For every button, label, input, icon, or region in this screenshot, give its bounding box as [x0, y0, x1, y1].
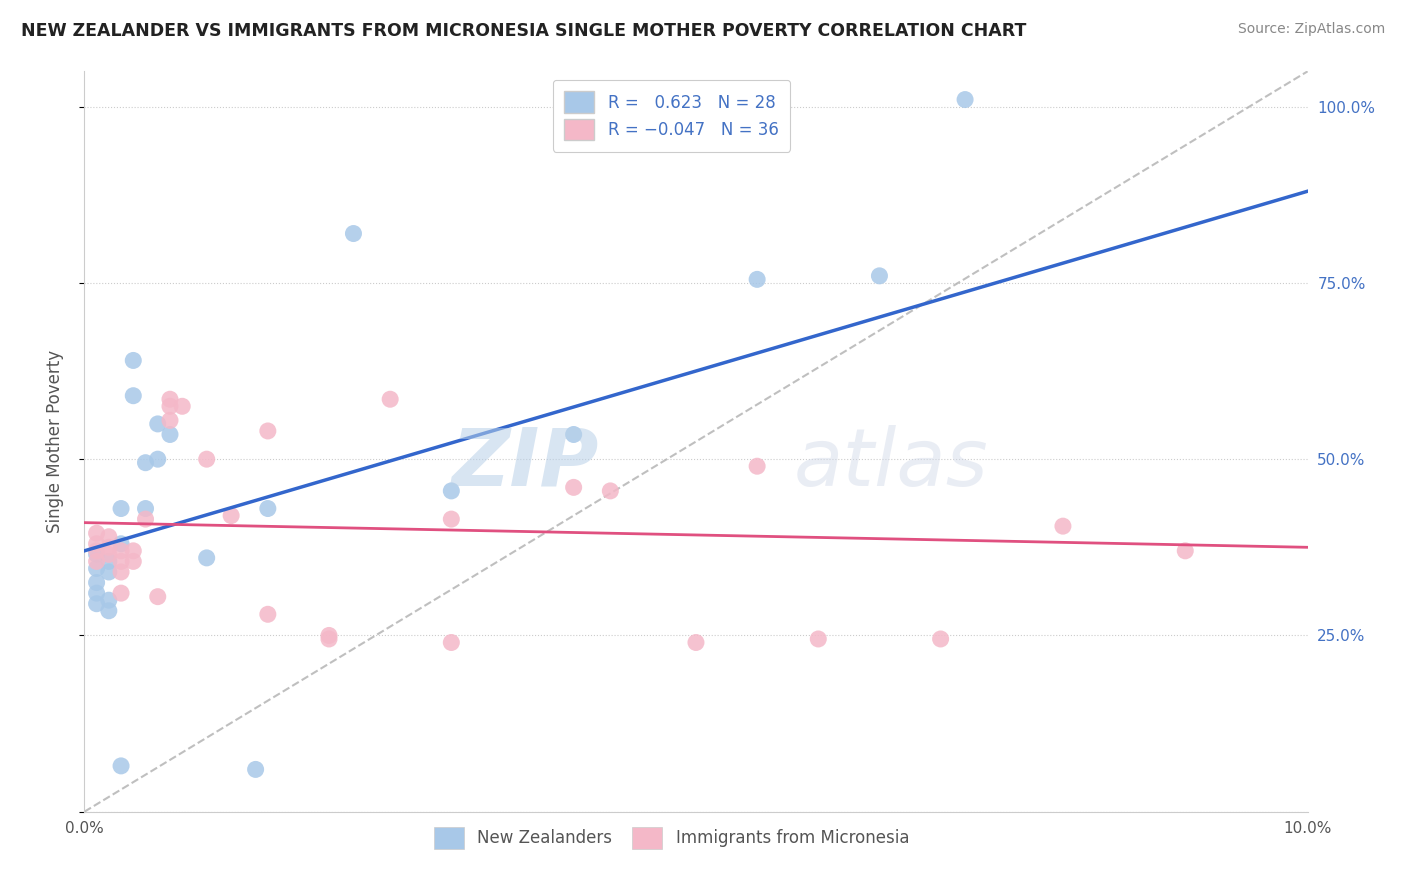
Point [440, 512, 463, 526]
Text: Source: ZipAtlas.com: Source: ZipAtlas.com [1237, 22, 1385, 37]
Point [86, 597, 108, 611]
Point [159, 399, 181, 413]
Point [747, 459, 769, 474]
Point [110, 544, 132, 558]
Point [440, 635, 463, 649]
Point [135, 456, 157, 470]
Point [97, 547, 120, 561]
Point [122, 353, 145, 368]
Point [159, 427, 181, 442]
Point [159, 413, 181, 427]
Point [562, 427, 585, 442]
Point [110, 537, 132, 551]
Point [110, 554, 132, 568]
Point [86, 537, 108, 551]
Point [599, 483, 621, 498]
Point [97, 530, 120, 544]
Point [318, 632, 340, 646]
Point [122, 554, 145, 568]
Point [747, 272, 769, 286]
Point [257, 607, 280, 622]
Point [1052, 519, 1074, 533]
Point [219, 508, 242, 523]
Point [97, 554, 120, 568]
Point [685, 635, 707, 649]
Point [195, 452, 218, 467]
Point [86, 547, 108, 561]
Legend: New Zealanders, Immigrants from Micronesia: New Zealanders, Immigrants from Micrones… [427, 821, 915, 855]
Point [97, 565, 120, 579]
Point [86, 554, 108, 568]
Point [110, 586, 132, 600]
Point [869, 268, 891, 283]
Point [807, 632, 830, 646]
Point [342, 227, 364, 241]
Point [135, 501, 157, 516]
Point [97, 604, 120, 618]
Point [318, 628, 340, 642]
Point [172, 399, 194, 413]
Point [97, 593, 120, 607]
Point [146, 590, 169, 604]
Point [97, 541, 120, 555]
Point [440, 483, 463, 498]
Text: atlas: atlas [794, 425, 988, 503]
Point [929, 632, 952, 646]
Point [86, 526, 108, 541]
Point [135, 512, 157, 526]
Point [86, 586, 108, 600]
Point [146, 452, 169, 467]
Point [159, 392, 181, 407]
Point [86, 575, 108, 590]
Point [110, 565, 132, 579]
Point [1174, 544, 1197, 558]
Point [257, 424, 280, 438]
Point [122, 389, 145, 403]
Point [110, 759, 132, 773]
Y-axis label: Single Mother Poverty: Single Mother Poverty [45, 350, 63, 533]
Point [110, 501, 132, 516]
Point [122, 544, 145, 558]
Point [953, 93, 976, 107]
Point [86, 544, 108, 558]
Text: ZIP: ZIP [451, 425, 598, 503]
Text: NEW ZEALANDER VS IMMIGRANTS FROM MICRONESIA SINGLE MOTHER POVERTY CORRELATION CH: NEW ZEALANDER VS IMMIGRANTS FROM MICRONE… [21, 22, 1026, 40]
Point [86, 561, 108, 575]
Point [257, 501, 280, 516]
Point [562, 480, 585, 494]
Point [146, 417, 169, 431]
Point [380, 392, 402, 407]
Point [245, 763, 267, 777]
Point [195, 550, 218, 565]
